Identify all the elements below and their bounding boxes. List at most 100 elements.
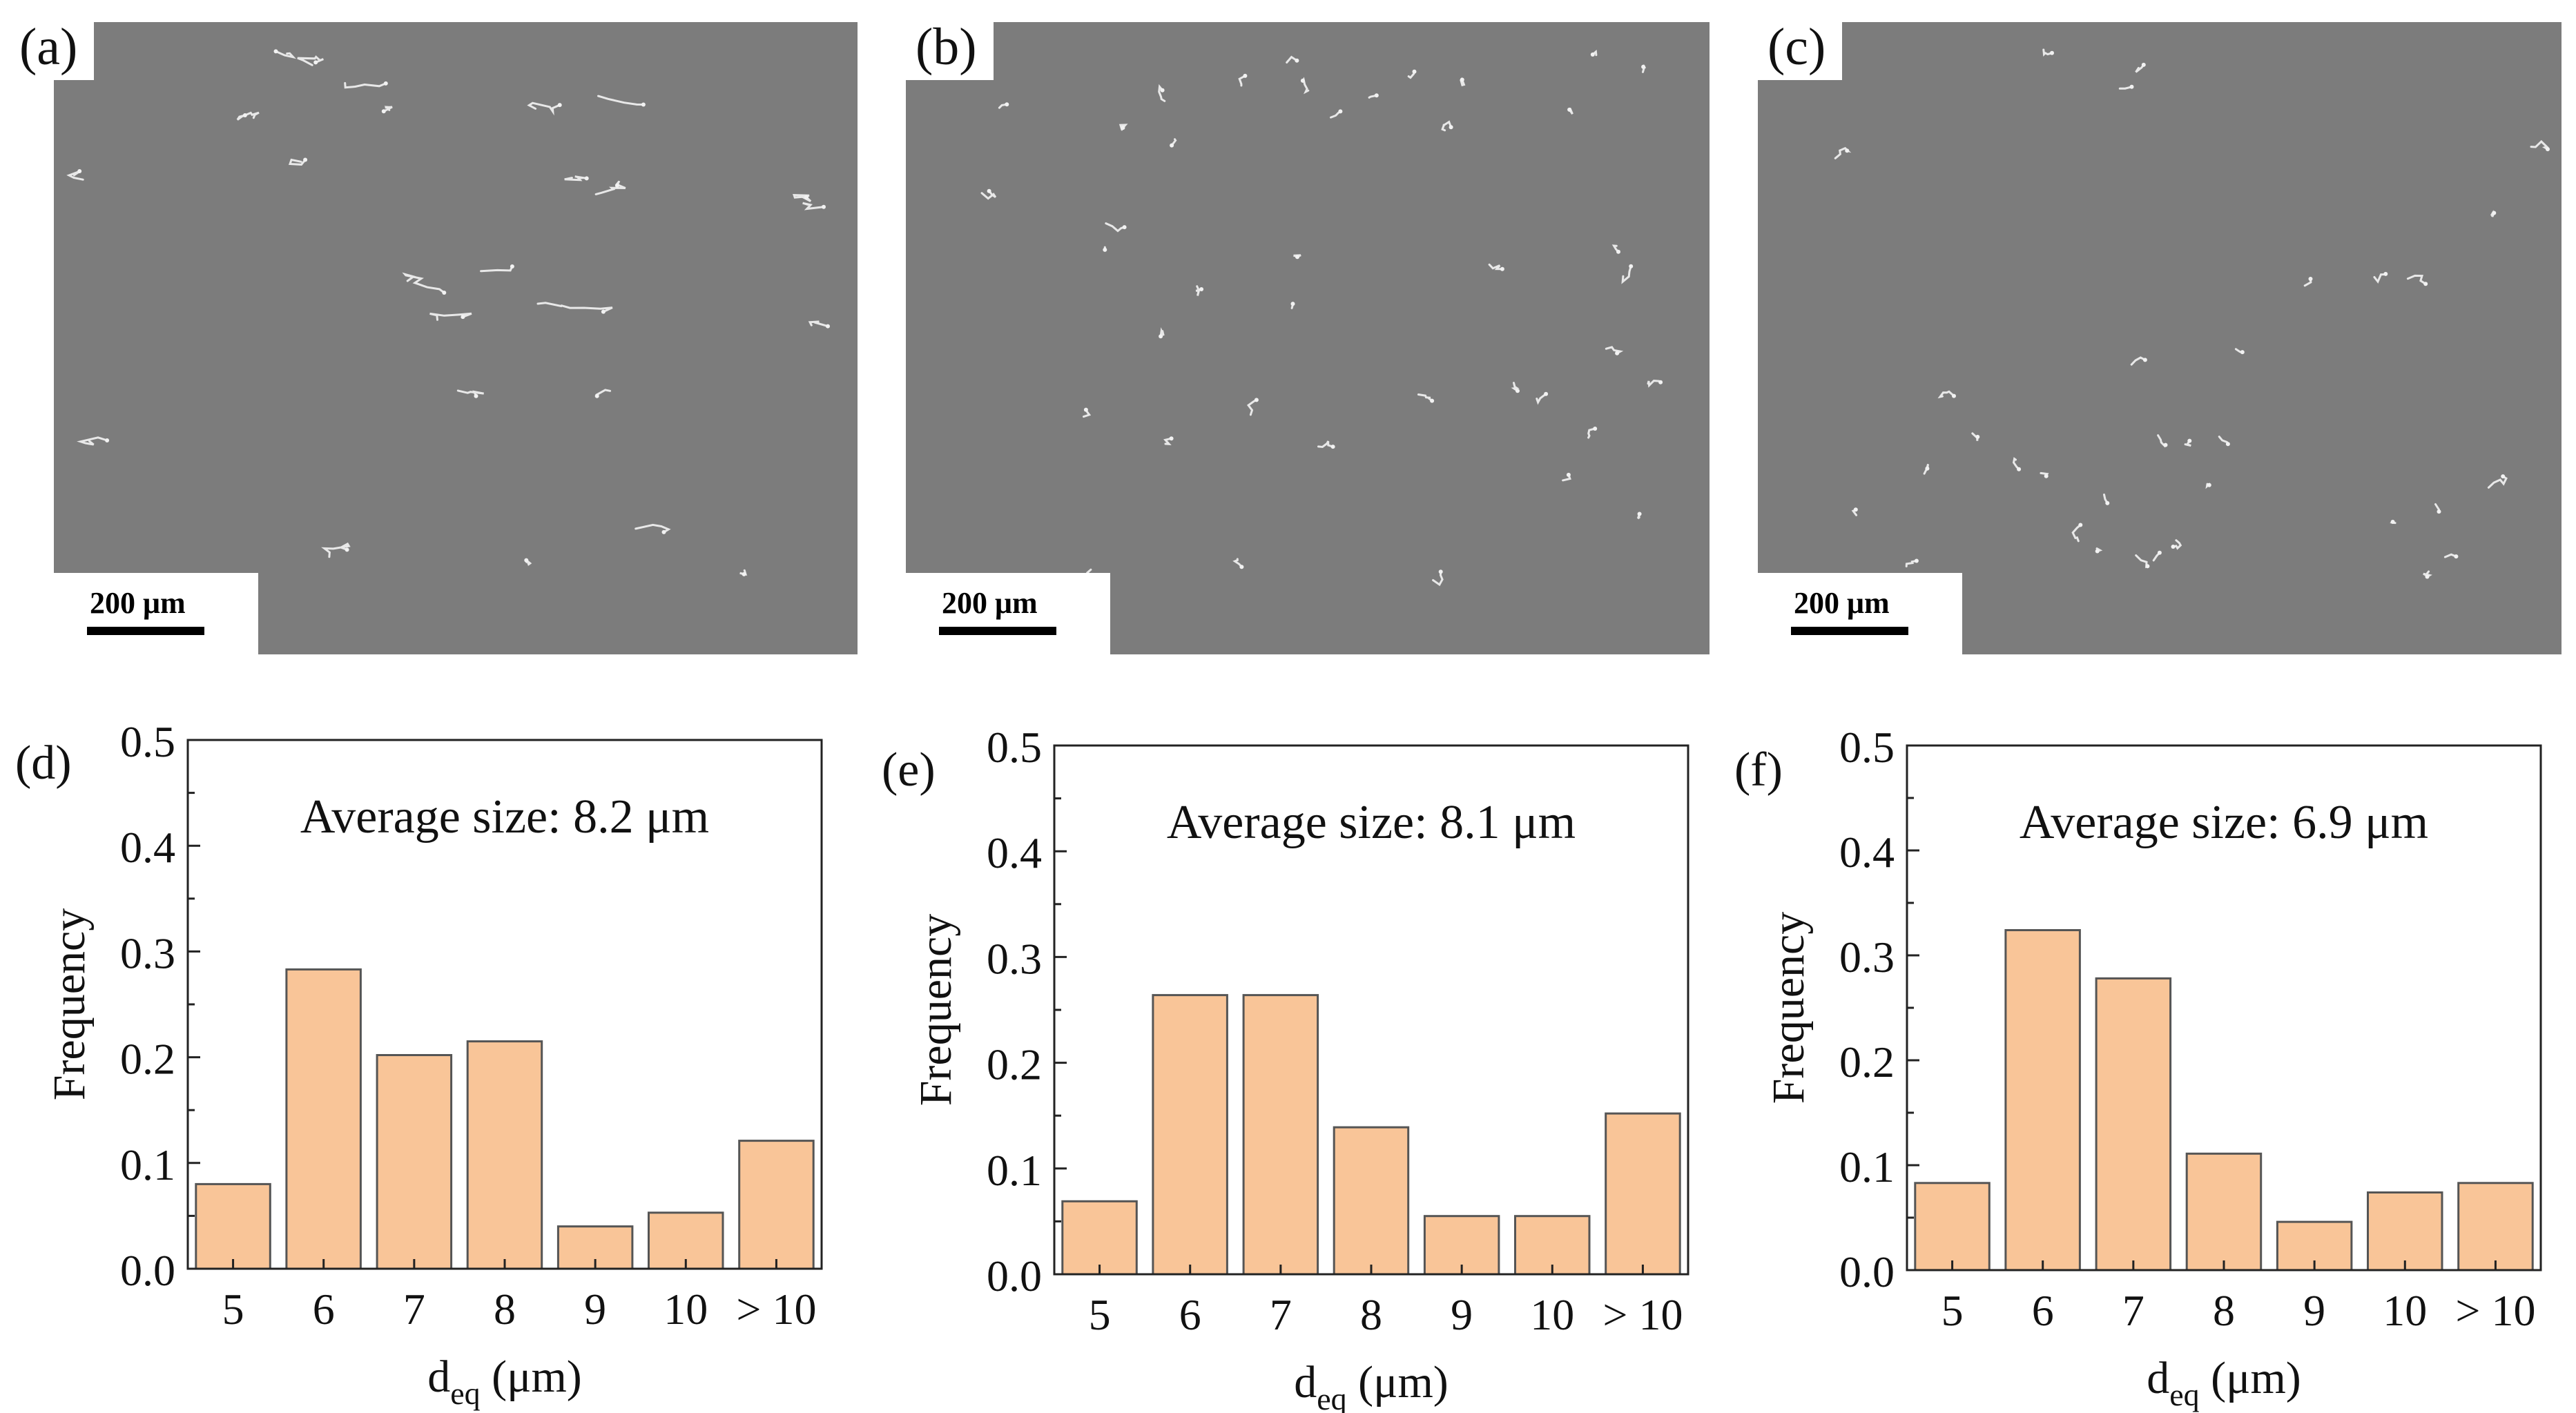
y-tick-label: 0.0: [1839, 1247, 1895, 1296]
particle-dot: [2129, 84, 2134, 89]
y-tick-label: 0.5: [987, 723, 1042, 772]
particle-dot: [1952, 393, 1956, 398]
panel-label-c: (c): [1754, 0, 1843, 80]
histogram-f: (f) 0.0 0.1 0.2 0.3 0.4 0.5 5 6 7 8 9 10 > 10 deq (μm…: [1719, 704, 2568, 1412]
particle-dot: [345, 547, 349, 552]
particle-dot: [826, 324, 830, 329]
particle: [527, 101, 561, 116]
particle-dot: [1121, 126, 1125, 130]
sem-image-c: [1758, 22, 2562, 654]
x-tick-label: 7: [1270, 1290, 1292, 1339]
particle-dot: [1295, 58, 1299, 63]
y-tick-label: 0.5: [120, 717, 175, 766]
micrograph-panel-a: (a) 200 μm: [0, 0, 858, 654]
x-axis-label: deq (μm): [427, 1352, 582, 1411]
y-tick-label: 0.4: [1839, 828, 1895, 877]
bar-10: [2367, 1191, 2443, 1271]
particle: [1195, 285, 1203, 296]
bar-10: [738, 1140, 815, 1270]
y-tick-label: 0.2: [1839, 1037, 1895, 1086]
scale-bar-c: [1791, 627, 1908, 635]
chart-title: Average size: 6.9 μm: [2020, 796, 2428, 849]
particle: [2135, 554, 2149, 569]
particle-dot: [594, 393, 599, 398]
bar-9: [1423, 1215, 1500, 1276]
scale-box-a: 200 μm: [54, 573, 258, 654]
bar-8: [2185, 1152, 2263, 1271]
particle: [1286, 55, 1298, 64]
particle-dot: [1290, 302, 1295, 306]
particle: [2487, 475, 2508, 489]
particle-dot: [461, 315, 465, 320]
panel-label-a: (a): [0, 0, 95, 80]
particle-dot: [1544, 391, 1549, 396]
particle: [1232, 558, 1243, 568]
particle-dot: [557, 103, 562, 108]
particle: [2530, 139, 2549, 150]
particle-dot: [2050, 50, 2054, 55]
y-tick-label: 0.4: [120, 823, 175, 872]
particle: [2042, 48, 2053, 57]
particle: [429, 312, 472, 321]
particle-dot: [1300, 78, 1305, 83]
particle-dot: [510, 264, 514, 269]
particle-dot: [1103, 247, 1107, 252]
scale-bar-b: [939, 627, 1056, 635]
particle-dot: [474, 393, 478, 398]
particle-dot: [987, 188, 991, 193]
particle-dot: [2454, 554, 2459, 559]
scale-text-c: 200 μm: [1794, 586, 1890, 620]
particle: [1238, 75, 1246, 87]
particle: [77, 436, 108, 446]
x-tick-label: > 10: [736, 1285, 816, 1334]
particle-dot: [1160, 88, 1165, 92]
particle-dot: [1005, 102, 1009, 107]
particle-dot: [1460, 77, 1464, 82]
particle-dot: [2145, 564, 2150, 569]
particle-dot: [1853, 507, 1858, 512]
panel-label-f: (f): [1734, 743, 1783, 797]
particle-dot: [1254, 398, 1259, 402]
particle-dot: [2095, 549, 2100, 554]
y-tick-label: 0.0: [987, 1251, 1042, 1300]
particle: [2406, 274, 2427, 285]
panel-label-b: (b): [902, 0, 994, 80]
x-tick-label: 5: [1941, 1286, 1964, 1335]
particle-dot: [1925, 466, 1930, 471]
particle-dot: [1083, 407, 1088, 412]
particle-dot: [2308, 277, 2313, 281]
particle: [1488, 263, 1504, 271]
particle: [1317, 440, 1335, 449]
particle-dot: [77, 169, 82, 173]
particle-dot: [1975, 434, 1980, 439]
particle-dot: [614, 184, 619, 188]
particle-dot: [1338, 109, 1343, 114]
particle: [2172, 539, 2182, 550]
particle-dot: [1374, 93, 1379, 98]
scale-text-a: 200 μm: [90, 586, 186, 620]
particle: [297, 55, 324, 66]
particle: [1536, 393, 1547, 405]
particle: [2071, 524, 2082, 543]
panel-label-e: (e): [882, 743, 936, 797]
y-tick-label: 0.3: [1839, 933, 1895, 982]
particle: [2118, 86, 2133, 90]
particle-dot: [2171, 545, 2176, 549]
particle-dot: [2437, 509, 2441, 514]
particle-group-b: [980, 49, 1663, 587]
y-tick-label: 0.4: [987, 828, 1042, 877]
particle-dot: [584, 176, 589, 181]
particle-dot: [2240, 350, 2245, 355]
particle-dot: [242, 113, 247, 117]
sem-image-a: [54, 22, 858, 654]
bar-6: [2004, 929, 2081, 1271]
particle-dot: [804, 195, 808, 199]
y-tick-label: 0.2: [120, 1035, 175, 1084]
particle-dot: [381, 109, 386, 114]
particle: [480, 265, 514, 273]
panel-label-d: (d): [15, 737, 72, 790]
sem-image-b: [906, 22, 1710, 654]
bar-7: [376, 1054, 453, 1270]
x-tick-label: 8: [2213, 1286, 2235, 1335]
x-axis-label: deq (μm): [1294, 1357, 1449, 1413]
